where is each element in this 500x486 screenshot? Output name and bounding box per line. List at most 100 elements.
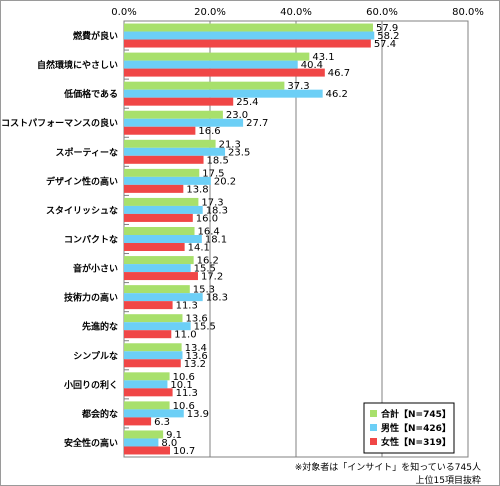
data-label-s0-c7: 16.4 — [198, 227, 220, 238]
bar-s1-c1 — [124, 60, 298, 69]
bar-s1-c2 — [124, 89, 323, 98]
category-label-9: 技術力の高い — [64, 292, 118, 304]
data-label-s1-c3: 27.7 — [246, 118, 268, 129]
data-label-s2-c7: 14.1 — [188, 243, 210, 254]
data-label-s2-c11: 13.2 — [184, 359, 206, 370]
category-label-3: コストパフォーマンスの良い — [1, 117, 118, 129]
footnote-respondents: ※対象者は「インサイト」を知っている745人 — [294, 463, 481, 473]
bar-s0-c5 — [124, 168, 200, 177]
category-label-1: 自然環境にやさしい — [37, 59, 118, 71]
data-label-s2-c2: 25.4 — [236, 97, 258, 108]
data-label-s2-c12: 11.3 — [176, 388, 198, 399]
data-label-s1-c12: 10.1 — [170, 380, 192, 391]
data-label-s1-c13: 13.9 — [187, 409, 209, 420]
bar-s0-c1 — [124, 52, 310, 61]
bar-s1-c6 — [124, 205, 203, 214]
legend-box — [363, 402, 455, 454]
bar-s0-c14 — [124, 430, 164, 439]
bar-s0-c6 — [124, 197, 199, 206]
data-label-s0-c14: 9.1 — [166, 430, 182, 441]
bar-s0-c8 — [124, 256, 194, 265]
data-label-s1-c11: 13.6 — [185, 351, 207, 362]
category-label-4: スポーティーな — [56, 146, 118, 158]
bar-s2-c4 — [124, 155, 204, 164]
category-label-12: 小回りの利く — [63, 379, 118, 391]
data-label-s2-c10: 11.0 — [174, 330, 196, 341]
category-label-11: シンプルな — [73, 350, 118, 362]
data-label-s0-c4: 21.3 — [219, 139, 241, 150]
data-label-s1-c7: 18.1 — [205, 235, 227, 246]
bar-s0-c10 — [124, 314, 183, 323]
data-label-s2-c6: 16.0 — [196, 213, 218, 224]
bar-s2-c8 — [124, 272, 198, 281]
category-label-10: 先進的な — [82, 321, 118, 333]
bar-s2-c6 — [124, 213, 193, 222]
bar-s1-c14 — [124, 438, 159, 447]
bar-s1-c10 — [124, 322, 191, 331]
category-label-2: 低価格である — [63, 88, 118, 100]
footnote-top15: 上位15項目抜粋 — [415, 476, 481, 486]
legend-swatch-2 — [370, 438, 377, 445]
bar-s1-c5 — [124, 176, 211, 185]
data-label-s1-c5: 20.2 — [214, 176, 236, 187]
category-label-14: 安全性の高い — [64, 437, 118, 449]
category-label-5: デザイン性の高い — [46, 175, 118, 187]
data-label-s0-c13: 10.6 — [173, 401, 195, 412]
bar-s0-c3 — [124, 110, 223, 119]
bar-s2-c0 — [124, 39, 371, 48]
data-label-s0-c10: 13.6 — [185, 314, 207, 325]
bar-s1-c7 — [124, 235, 202, 243]
data-label-s2-c9: 11.3 — [176, 301, 198, 312]
bar-s0-c0 — [124, 23, 373, 32]
legend-label-0: 合計【N=745】 — [381, 408, 451, 420]
data-label-s0-c6: 17.3 — [201, 197, 223, 208]
bar-s0-c4 — [124, 139, 216, 148]
data-label-s0-c5: 17.5 — [202, 168, 224, 179]
bar-s1-c3 — [124, 118, 244, 127]
legend-swatch-1 — [370, 424, 377, 431]
category-label-8: 音が小さい — [73, 263, 118, 275]
data-label-s1-c6: 18.3 — [206, 205, 228, 216]
data-label-s0-c8: 16.2 — [197, 256, 219, 267]
data-label-s2-c3: 16.6 — [198, 126, 220, 137]
bar-s2-c5 — [124, 184, 184, 193]
bar-s2-c10 — [124, 330, 172, 339]
bar-s2-c7 — [124, 243, 185, 251]
bar-s0-c9 — [124, 285, 190, 294]
data-label-s2-c0: 57.4 — [374, 39, 396, 50]
bar-s2-c1 — [124, 68, 325, 77]
bar-s0-c12 — [124, 372, 170, 381]
data-label-s2-c14: 10.7 — [173, 446, 195, 457]
bar-s0-c13 — [124, 401, 170, 410]
data-label-s0-c0: 57.9 — [376, 23, 398, 34]
x-tick-label-1: 20.0% — [194, 7, 226, 18]
bar-s1-c8 — [124, 264, 191, 273]
legend-label-2: 女性【N=319】 — [381, 436, 451, 448]
category-label-13: 都会的な — [81, 408, 118, 420]
data-label-s0-c9: 15.3 — [193, 285, 215, 296]
x-tick-label-0: 0.0% — [111, 7, 136, 18]
data-label-s2-c13: 6.3 — [154, 417, 170, 428]
data-label-s2-c4: 18.5 — [207, 155, 229, 166]
legend-swatch-0 — [370, 410, 377, 417]
data-label-s0-c3: 23.0 — [226, 110, 248, 121]
data-label-s1-c14: 8.0 — [161, 438, 177, 449]
bar-s1-c11 — [124, 351, 183, 360]
data-label-s2-c5: 13.8 — [186, 184, 208, 195]
data-label-s1-c8: 15.5 — [194, 264, 216, 275]
x-tick-label-2: 40.0% — [280, 7, 312, 18]
bar-s1-c0 — [124, 31, 375, 40]
bar-s0-c11 — [124, 343, 182, 352]
bar-s2-c14 — [124, 446, 171, 455]
data-label-s1-c0: 58.2 — [377, 31, 399, 42]
data-label-s0-c1: 43.1 — [312, 52, 334, 63]
bar-s2-c11 — [124, 359, 181, 368]
data-label-s1-c2: 46.2 — [326, 89, 348, 100]
bar-s2-c12 — [124, 388, 173, 397]
bar-s1-c13 — [124, 409, 184, 418]
data-label-s0-c11: 13.4 — [185, 343, 207, 354]
data-label-s0-c2: 37.3 — [287, 81, 309, 92]
bar-s2-c3 — [124, 126, 196, 135]
